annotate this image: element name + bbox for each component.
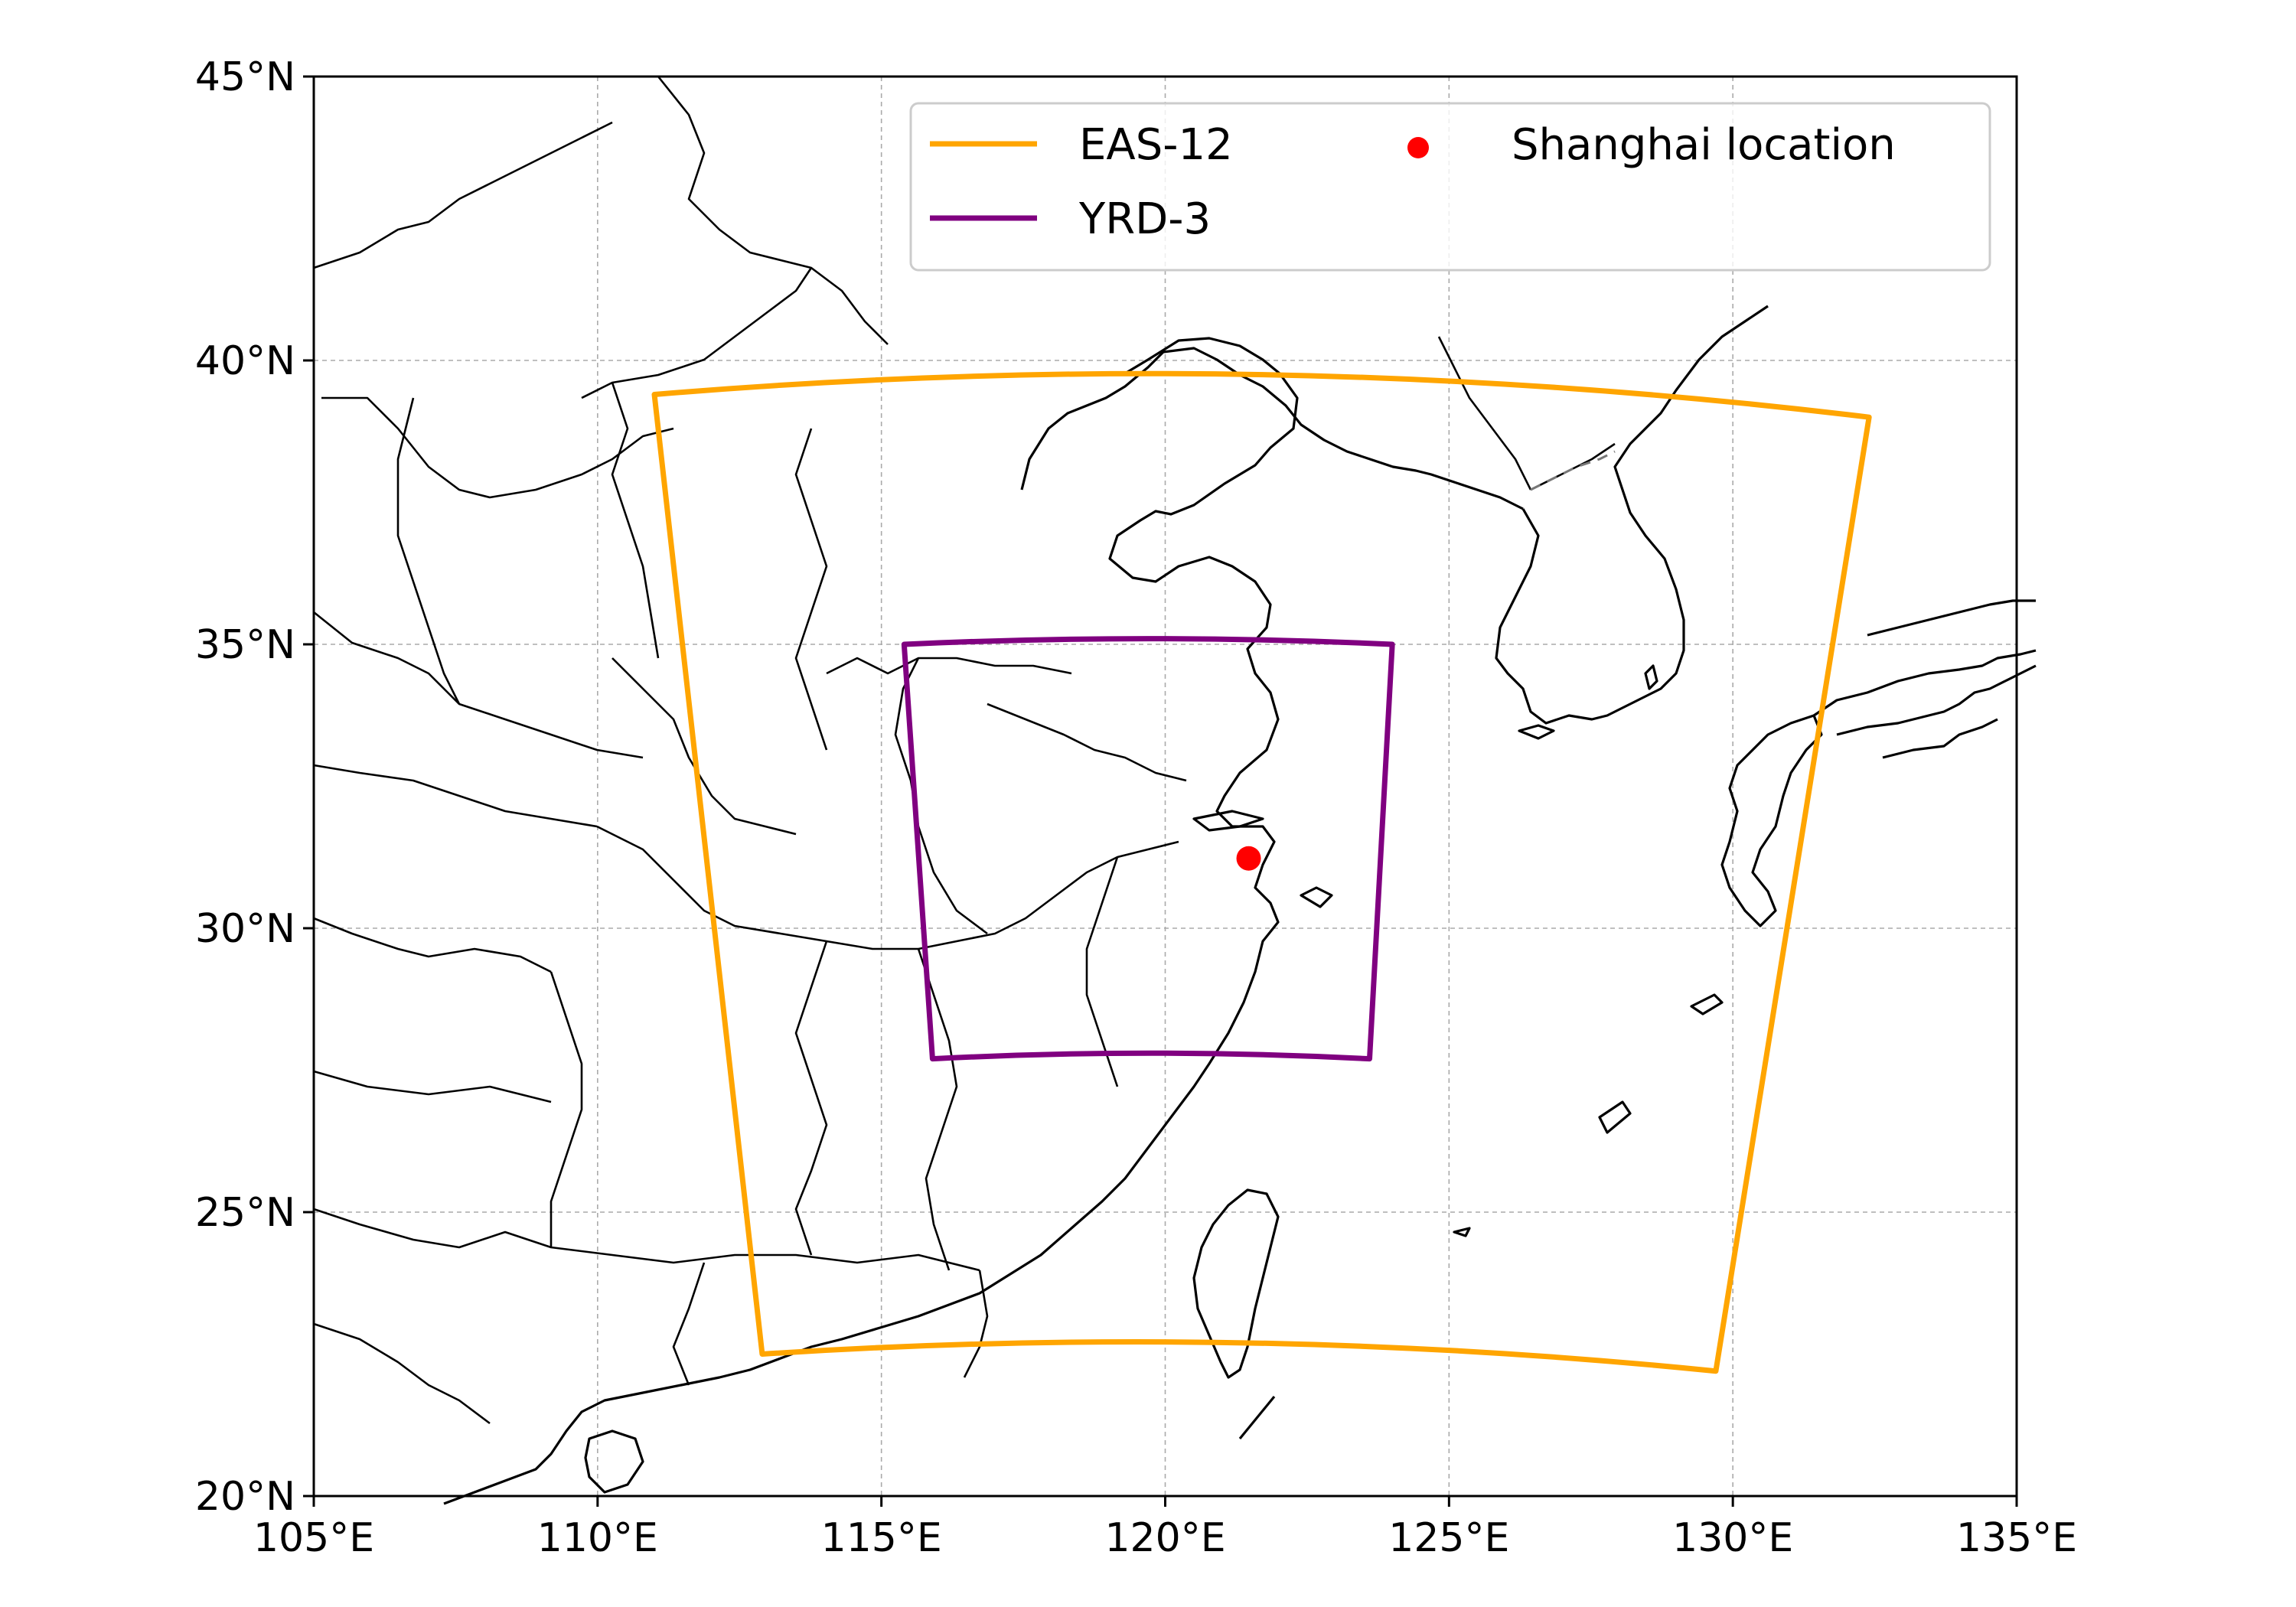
domain-box-yrd3 xyxy=(901,636,1395,1062)
island-ryukyu-3 xyxy=(1453,1227,1471,1237)
coastline-china xyxy=(443,337,1299,1505)
legend-label-shanghai: Shanghai location xyxy=(1512,120,1896,170)
coastline-taiwan xyxy=(1192,1188,1280,1379)
y-tick-label: 30°N xyxy=(195,906,295,952)
legend: EAS-12 YRD-3 Shanghai location xyxy=(909,102,1991,272)
island-line-south xyxy=(1238,1395,1276,1440)
x-tick-label: 105°E xyxy=(253,1515,374,1561)
domain-boxes xyxy=(651,370,1872,1374)
legend-label-yrd3: YRD-3 xyxy=(1078,194,1211,244)
island-ryukyu-1 xyxy=(1690,993,1724,1015)
point-markers xyxy=(1236,846,1261,871)
x-tick-label: 110°E xyxy=(537,1515,658,1561)
marker-shanghai xyxy=(1236,846,1261,871)
x-tick-label: 135°E xyxy=(1956,1515,2077,1561)
axis-ticks: 105°E 110°E 115°E 120°E 125°E 130°E 135°E 20°N 2… xyxy=(195,54,2077,1561)
legend-swatch-shanghai xyxy=(1407,137,1429,158)
legend-label-eas12: EAS-12 xyxy=(1079,120,1233,170)
basemap xyxy=(313,76,2037,1505)
coastline-honshu xyxy=(1813,649,2037,717)
domain-box-eas12 xyxy=(651,370,1872,1374)
coastline-hainan xyxy=(584,1429,644,1494)
coastline-japan-sea xyxy=(1867,599,2036,637)
coastline-korea xyxy=(1495,305,1769,725)
x-tick-label: 120°E xyxy=(1104,1515,1225,1561)
y-tick-label: 40°N xyxy=(195,338,295,384)
legend-box xyxy=(909,102,1991,272)
coastline-liaodong xyxy=(1020,347,1524,510)
island-zhoushan xyxy=(1300,886,1333,908)
island-chongming xyxy=(1192,810,1264,832)
y-tick-label: 25°N xyxy=(195,1190,295,1236)
island-tsushima xyxy=(1644,664,1658,690)
border-korea-dmz xyxy=(1530,450,1616,491)
x-tick-label: 115°E xyxy=(821,1515,942,1561)
island-jeju xyxy=(1518,724,1555,740)
coastline-shikoku xyxy=(1836,664,2037,759)
admin-borders xyxy=(313,76,1616,1425)
x-tick-label: 125°E xyxy=(1388,1515,1509,1561)
island-ryukyu-2 xyxy=(1598,1100,1632,1134)
y-tick-label: 35°N xyxy=(195,622,295,668)
x-tick-label: 130°E xyxy=(1672,1515,1793,1561)
y-tick-label: 45°N xyxy=(195,54,295,100)
y-tick-label: 20°N xyxy=(195,1474,295,1520)
